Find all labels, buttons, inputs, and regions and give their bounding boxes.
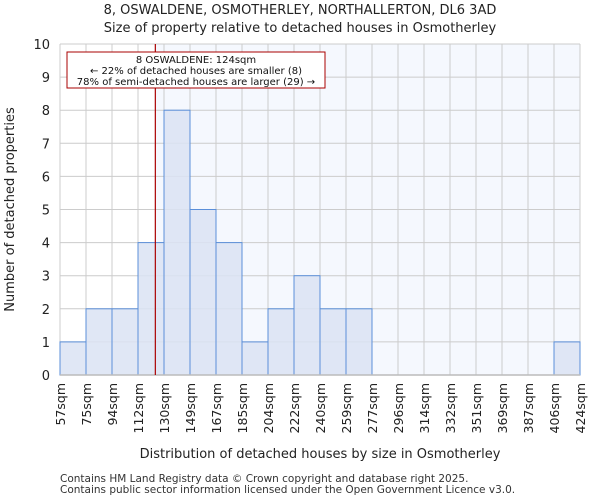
x-tick-label: 185sqm — [235, 383, 250, 433]
x-axis-label: Distribution of detached houses by size … — [140, 447, 501, 462]
x-tick-label: 130sqm — [157, 383, 172, 433]
footer-line-1: Contains HM Land Registry data © Crown c… — [60, 473, 469, 485]
y-axis-label: Number of detached properties — [3, 107, 18, 312]
x-tick-label: 387sqm — [521, 383, 536, 433]
histogram-bar — [59, 341, 87, 376]
y-tick-label: 7 — [42, 137, 50, 152]
x-tick-label: 57sqm — [53, 383, 68, 426]
annotation-box — [66, 51, 326, 89]
histogram-bar — [293, 275, 321, 376]
histogram-bar — [345, 308, 373, 376]
histogram-bar — [241, 341, 269, 376]
x-tick-label: 240sqm — [313, 383, 328, 433]
x-tick-label: 332sqm — [443, 383, 458, 433]
histogram-bar — [215, 242, 243, 376]
histogram-bar — [137, 242, 165, 376]
y-tick-label: 3 — [42, 270, 50, 285]
annotation-line-1: 8 OSWALDENE: 124sqm — [136, 55, 256, 66]
x-tick-label: 369sqm — [495, 383, 510, 433]
y-tick-label: 0 — [42, 369, 50, 384]
y-tick-label: 1 — [42, 336, 50, 351]
x-tick-label: 277sqm — [365, 383, 380, 433]
y-tick-label: 5 — [42, 204, 50, 219]
y-tick-label: 8 — [42, 104, 50, 119]
y-tick-label: 2 — [42, 303, 50, 318]
x-tick-label: 259sqm — [339, 383, 354, 433]
histogram-bar — [553, 341, 581, 376]
x-tick-label: 406sqm — [547, 383, 562, 433]
histogram-bar — [267, 308, 295, 376]
y-tick-label: 10 — [33, 38, 50, 53]
annotation-line-3: 78% of semi-detached houses are larger (… — [77, 77, 315, 88]
y-tick-label: 9 — [42, 71, 50, 86]
histogram-bar — [163, 109, 191, 376]
histogram-bar — [189, 209, 217, 376]
x-tick-label: 424sqm — [573, 383, 588, 433]
x-tick-label: 94sqm — [105, 383, 120, 426]
x-tick-label: 222sqm — [287, 383, 302, 433]
x-tick-label: 296sqm — [391, 383, 406, 433]
x-tick-label: 167sqm — [209, 383, 224, 433]
chart-subtitle: Size of property relative to detached ho… — [103, 21, 497, 36]
x-tick-label: 314sqm — [417, 383, 432, 433]
annotation-line-2: ← 22% of detached houses are smaller (8) — [90, 66, 302, 77]
histogram-bar — [319, 308, 347, 376]
y-tick-label: 4 — [42, 237, 50, 252]
histogram-bar — [85, 308, 113, 376]
y-tick-label: 6 — [42, 170, 50, 185]
histogram-bar — [111, 308, 139, 376]
x-tick-label: 149sqm — [183, 383, 198, 433]
x-tick-label: 75sqm — [79, 383, 94, 426]
chart-title: 8, OSWALDENE, OSMOTHERLEY, NORTHALLERTON… — [103, 3, 497, 18]
x-tick-label: 351sqm — [469, 383, 484, 433]
x-tick-label: 204sqm — [261, 383, 276, 433]
footer-line-2: Contains public sector information licen… — [60, 484, 516, 496]
x-tick-label: 112sqm — [131, 383, 146, 433]
